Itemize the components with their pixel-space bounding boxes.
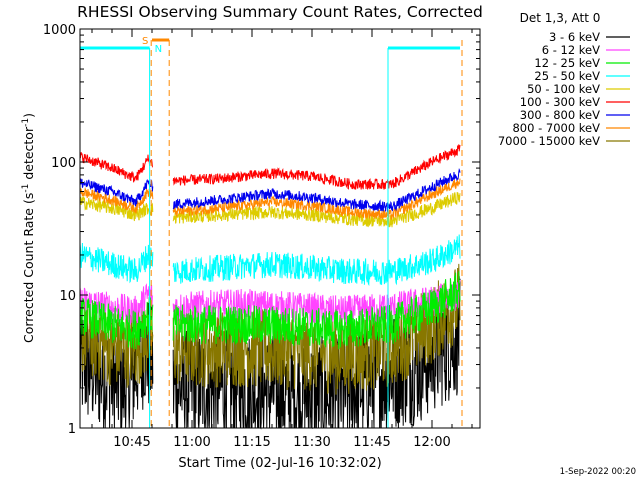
series-line-8 bbox=[79, 263, 461, 395]
y-axis-label-sup2: -1 bbox=[21, 118, 31, 127]
series-line-2 bbox=[79, 271, 461, 350]
series-line-6 bbox=[79, 168, 461, 212]
s-marker-label: S bbox=[142, 36, 148, 47]
legend-label: 25 - 50 keV bbox=[534, 69, 600, 83]
y-axis-label-sup1: -1 bbox=[21, 184, 31, 193]
y-tick-label: 1 bbox=[68, 422, 76, 437]
y-tick-label: 100 bbox=[51, 156, 76, 171]
y-tick-label: 1000 bbox=[43, 23, 76, 38]
n-marker-label: N bbox=[155, 44, 162, 55]
legend-label: 3 - 6 keV bbox=[549, 30, 600, 44]
series-line-5 bbox=[79, 144, 461, 190]
x-tick-label: 11:00 bbox=[173, 435, 210, 450]
plot-frame bbox=[79, 28, 481, 429]
timestamp: 1-Sep-2022 00:20 bbox=[560, 467, 636, 477]
series-line-3 bbox=[79, 234, 461, 287]
legend-label: 6 - 12 keV bbox=[542, 43, 600, 57]
x-tick-label: 12:00 bbox=[413, 435, 450, 450]
legend-label: 50 - 100 keV bbox=[527, 82, 600, 96]
y-tick-label: 10 bbox=[59, 289, 76, 304]
x-tick-label: 11:15 bbox=[233, 435, 270, 450]
y-axis-label-end: ) bbox=[21, 113, 36, 118]
chart-title: RHESSI Observing Summary Count Rates, Co… bbox=[77, 3, 483, 21]
plot-area: SN bbox=[79, 36, 463, 430]
axes: 1 10 100 1000 10:45 11:00 11:15 11:30 11:45 12:00 bbox=[43, 23, 481, 450]
legend-title: Det 1,3, Att 0 bbox=[520, 11, 601, 25]
legend-label: 12 - 25 keV bbox=[534, 56, 600, 70]
series-line-7 bbox=[79, 177, 461, 220]
x-tick-label: 11:30 bbox=[293, 435, 330, 450]
legend-label: 800 - 7000 keV bbox=[512, 121, 600, 135]
x-tick-label: 11:45 bbox=[353, 435, 390, 450]
legend-label: 100 - 300 keV bbox=[520, 95, 600, 109]
legend-label: 300 - 800 keV bbox=[520, 108, 600, 122]
legend-label: 7000 - 15000 keV bbox=[498, 134, 600, 148]
x-axis-label: Start Time (02-Jul-16 10:32:02) bbox=[178, 456, 381, 471]
y-axis-label-mid: detector bbox=[21, 126, 36, 184]
x-tick-label: 10:45 bbox=[113, 435, 150, 450]
y-axis-label: Corrected Count Rate (s-1 detector-1) bbox=[21, 113, 36, 343]
y-axis-label-main: Corrected Count Rate (s bbox=[21, 193, 36, 343]
